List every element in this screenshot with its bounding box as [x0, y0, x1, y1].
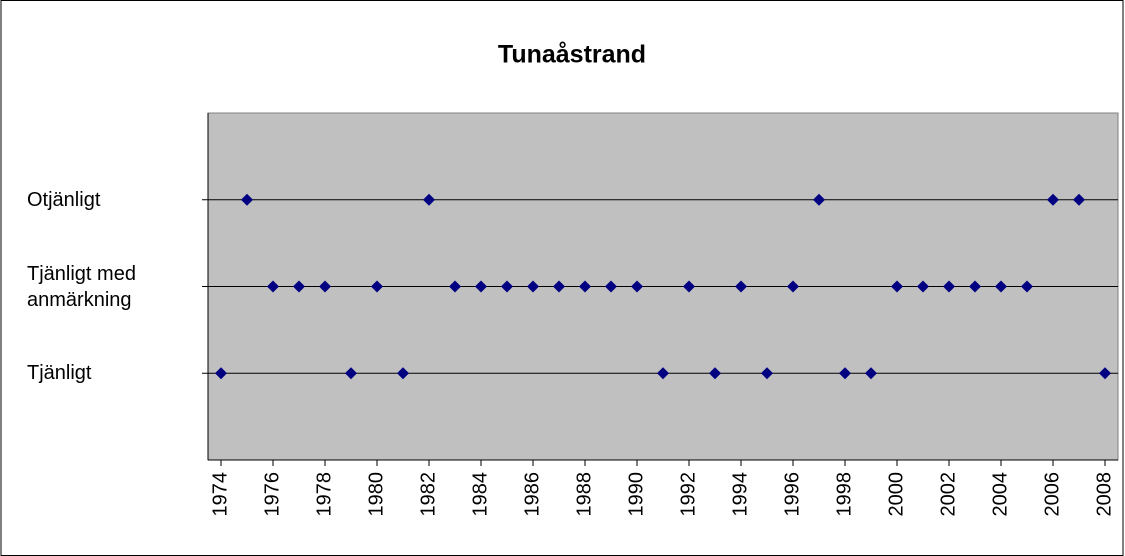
marker: [1047, 193, 1059, 206]
x-tick-label: 1998: [833, 472, 855, 517]
x-tick-label: 2004: [989, 472, 1011, 517]
marker: [995, 280, 1007, 293]
marker: [423, 193, 435, 206]
x-tick-label: 1984: [469, 472, 491, 517]
marker: [1073, 193, 1085, 206]
x-tick-label: 2000: [885, 472, 907, 517]
x-tick-label: 2008: [1093, 472, 1115, 517]
marker: [891, 280, 903, 293]
marker: [787, 280, 799, 293]
marker: [631, 280, 643, 293]
y-tick-label: Tjänligt: [27, 362, 92, 385]
marker: [371, 280, 383, 293]
marker: [1021, 280, 1033, 293]
marker: [1099, 367, 1111, 380]
marker: [527, 280, 539, 293]
x-tick-label: 1992: [677, 472, 699, 517]
marker: [735, 280, 747, 293]
marker: [917, 280, 929, 293]
x-tick-label: 1986: [521, 472, 543, 517]
x-tick-label: 1978: [313, 472, 335, 517]
x-tick-label: 1974: [209, 472, 231, 517]
x-tick-label: 1976: [261, 472, 283, 517]
marker: [475, 280, 487, 293]
marker: [345, 367, 357, 380]
marker: [709, 367, 721, 380]
marker: [865, 367, 877, 380]
marker: [839, 367, 851, 380]
marker: [501, 280, 513, 293]
y-tick-label: Otjänligt: [27, 188, 101, 211]
y-tick-label: Tjänligt med anmärkning: [27, 262, 136, 311]
marker: [969, 280, 981, 293]
x-tick-label: 2002: [937, 472, 959, 517]
marker: [579, 280, 591, 293]
x-tick-label: 1996: [781, 472, 803, 517]
marker: [215, 367, 227, 380]
marker: [657, 367, 669, 380]
marker: [397, 367, 409, 380]
marker: [761, 367, 773, 380]
marker: [943, 280, 955, 293]
marker: [683, 280, 695, 293]
x-tick-label: 1994: [729, 472, 751, 517]
x-tick-label: 2006: [1041, 472, 1063, 517]
marker: [553, 280, 565, 293]
marker: [241, 193, 253, 206]
marker: [319, 280, 331, 293]
marker: [813, 193, 825, 206]
marker: [449, 280, 461, 293]
x-tick-label: 1988: [573, 472, 595, 517]
x-tick-label: 1982: [417, 472, 439, 517]
chart-title: Tunaåstrand: [498, 41, 646, 69]
marker: [267, 280, 279, 293]
marker: [605, 280, 617, 293]
x-tick-label: 1980: [365, 472, 387, 517]
x-tick-label: 1990: [625, 472, 647, 517]
marker: [293, 280, 305, 293]
